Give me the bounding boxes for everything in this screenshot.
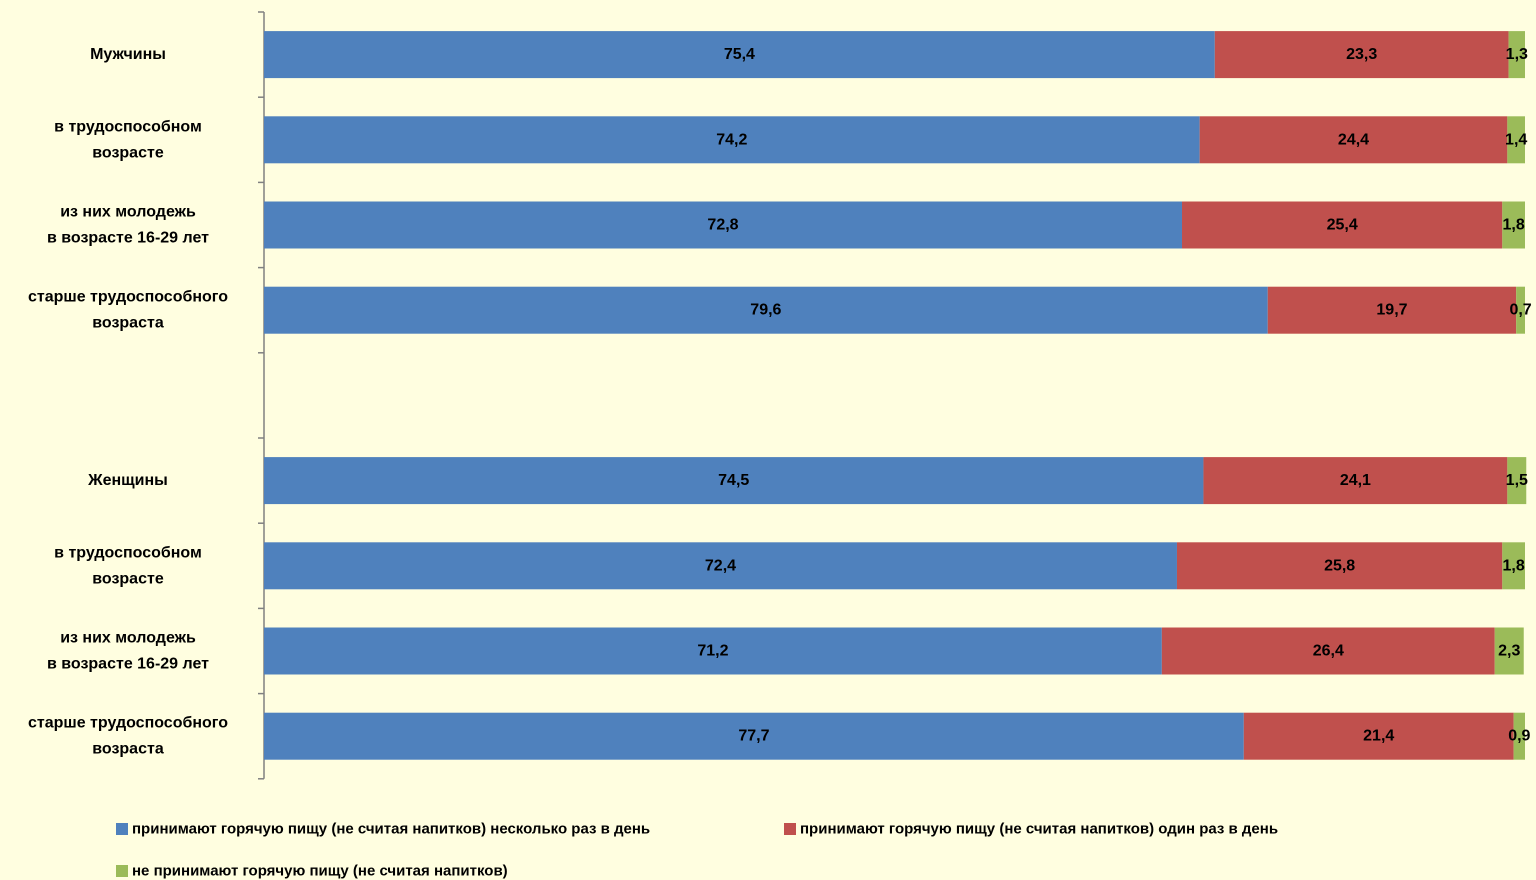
legend-item: принимают горячую пищу (не считая напитк… [784, 821, 1278, 838]
category-label: Женщины [87, 472, 168, 489]
category-label: старше трудоспособного возраста [28, 715, 228, 758]
legend-swatch [116, 865, 128, 877]
data-label: 26,4 [1313, 643, 1344, 660]
bar-segment [1243, 712, 1514, 760]
data-label: 77,7 [738, 728, 769, 745]
data-label: 21,4 [1363, 728, 1394, 745]
bar-segment [264, 201, 1183, 249]
bar-segment [1267, 286, 1517, 334]
data-label: 1,3 [1506, 46, 1528, 63]
bar-segment [1508, 31, 1525, 79]
bar-segment [1161, 627, 1495, 675]
category-label: из них молодежь в возрасте 16-29 лет [47, 204, 209, 247]
data-label: 24,1 [1340, 472, 1371, 489]
legend-item: не принимают горячую пищу (не считая нап… [116, 863, 508, 880]
bar-segment [1176, 542, 1503, 590]
bar-segment [1502, 201, 1525, 249]
category-labels: Мужчины в трудоспособном возрасте из них мо… [28, 46, 228, 758]
data-label: 1,8 [1503, 557, 1525, 574]
data-label: 72,8 [707, 217, 738, 234]
legend-swatch [116, 823, 128, 835]
data-label: 25,8 [1324, 557, 1355, 574]
bars-group: 75,4 23,3 1,3 74,2 24,4 1,4 72,8 25,4 1,8 79,6 19,… [264, 31, 1532, 760]
bar-segment [264, 116, 1200, 164]
data-label: 23,3 [1346, 46, 1377, 63]
category-axis [258, 11, 265, 780]
bar-segment [1513, 712, 1525, 760]
category-label: Мужчины [90, 46, 166, 63]
bar-segment [264, 542, 1177, 590]
bar-segment [1507, 457, 1527, 505]
bar-segment [1516, 286, 1525, 334]
legend-label: принимают горячую пищу (не считая напитк… [132, 821, 650, 838]
data-label: 0,9 [1508, 728, 1530, 745]
bar-segment [1494, 627, 1524, 675]
legend: принимают горячую пищу (не считая напитк… [116, 821, 1278, 880]
data-label: 71,2 [697, 643, 728, 660]
bar-segment [1203, 457, 1508, 505]
bar-segment [264, 457, 1204, 505]
data-label: 75,4 [724, 46, 755, 63]
bar-segment [1507, 116, 1525, 164]
data-label: 0,7 [1509, 302, 1531, 319]
category-label: из них молодежь в возрасте 16-29 лет [47, 630, 209, 673]
bar-segment [1502, 542, 1525, 590]
bar-segment [1182, 201, 1503, 249]
legend-label: принимают горячую пищу (не считая напитк… [800, 821, 1278, 838]
data-label: 19,7 [1376, 302, 1407, 319]
data-label: 1,4 [1505, 131, 1527, 148]
legend-swatch [784, 823, 796, 835]
legend-label: не принимают горячую пищу (не считая нап… [132, 863, 508, 880]
bar-segment [264, 286, 1268, 334]
data-label: 72,4 [705, 557, 736, 574]
bar-segment [264, 627, 1162, 675]
category-label: старше трудоспособного возраста [28, 289, 228, 332]
data-label: 2,3 [1498, 643, 1520, 660]
bar-segment [264, 31, 1215, 79]
bar-segment [1214, 31, 1509, 79]
data-label: 1,5 [1506, 472, 1528, 489]
data-label: 25,4 [1327, 217, 1358, 234]
data-label: 74,2 [716, 131, 747, 148]
data-label: 79,6 [750, 302, 781, 319]
data-label: 24,4 [1338, 131, 1369, 148]
bar-segment [1199, 116, 1508, 164]
data-label: 1,8 [1503, 217, 1525, 234]
category-label: в трудоспособном возрасте [54, 118, 202, 161]
data-label: 74,5 [718, 472, 749, 489]
legend-item: принимают горячую пищу (не считая напитк… [116, 821, 650, 838]
category-label: в трудоспособном возрасте [54, 544, 202, 587]
bar-segment [264, 712, 1244, 760]
